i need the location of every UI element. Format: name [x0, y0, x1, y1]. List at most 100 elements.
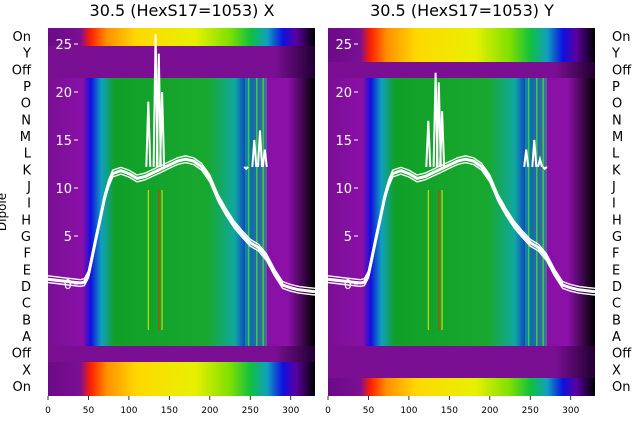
overlay-tick-label: 20 — [335, 86, 352, 101]
overlay-spike — [439, 111, 446, 167]
row-label: H — [21, 213, 31, 228]
row-label: B — [612, 313, 621, 328]
overlay-line — [47, 161, 316, 296]
overlay-tick-label: 25 — [335, 38, 352, 53]
panel-y-title: 30.5 (HexS17=1053) Y — [370, 1, 554, 20]
row-label: Off — [12, 63, 32, 78]
panel-x-off-bottom — [48, 346, 315, 362]
x-tick-label: 200 — [201, 406, 218, 416]
overlay-spike — [243, 166, 249, 171]
row-label: O — [21, 97, 31, 112]
row-label: K — [22, 163, 31, 178]
overlay-spike — [537, 155, 543, 168]
overlay-line — [47, 155, 316, 289]
overlay-tick-label: 10 — [55, 182, 72, 197]
overlay-spike — [251, 139, 258, 167]
overlay-spike — [523, 149, 530, 168]
x-tick-label: 150 — [441, 406, 458, 416]
row-label: J — [611, 180, 616, 195]
panel-y-heatmap — [328, 28, 595, 396]
row-label: Y — [611, 47, 620, 62]
panel-y-overlay — [327, 72, 596, 346]
row-label: Y — [22, 47, 31, 62]
overlay-tick-label: 5 — [64, 230, 72, 245]
x-tick-label: 0 — [325, 406, 331, 416]
overlay-tick-label: 10 — [335, 182, 352, 197]
row-label: A — [22, 330, 31, 345]
row-label: E — [23, 263, 31, 278]
row-label: E — [612, 263, 620, 278]
row-label: F — [612, 247, 619, 262]
overlay-spike — [531, 139, 538, 167]
panel-y-strip-top — [328, 28, 595, 62]
x-tick-label: 300 — [282, 406, 299, 416]
panel-x-strip-top — [48, 28, 315, 46]
panel-x-overlay-ticks: 0 5 10 15 20 25 — [55, 38, 78, 293]
row-label: J — [26, 180, 31, 195]
overlay-tick-label: 20 — [55, 86, 72, 101]
row-label: L — [24, 147, 32, 162]
x-tick-label: 300 — [562, 406, 579, 416]
row-label: X — [22, 363, 31, 378]
panel-x-title: 30.5 (HexS17=1053) X — [90, 1, 275, 20]
overlay-spike — [261, 149, 268, 168]
panel-y-strip-bottom — [328, 378, 595, 396]
overlay-tick-label: 0 — [64, 278, 72, 293]
x-tick-label: 50 — [83, 406, 95, 416]
row-label: On — [612, 380, 630, 395]
panel-x-ylabel: Dipole — [0, 193, 9, 231]
x-tick-label: 100 — [400, 406, 417, 416]
row-label: F — [24, 247, 31, 262]
overlay-line — [327, 161, 596, 296]
row-label: P — [23, 80, 31, 95]
overlay-tick-label: 5 — [344, 230, 352, 245]
x-tick-label: 100 — [120, 406, 137, 416]
x-tick-label: 250 — [522, 406, 539, 416]
panel-x-off-top — [48, 46, 315, 78]
overlay-tick-label: 0 — [344, 278, 352, 293]
panel-y-x-ticks: 0 50 100 150 200 250 300 — [325, 396, 580, 416]
row-label: D — [21, 280, 31, 295]
row-label: G — [21, 230, 31, 245]
row-label: N — [612, 113, 622, 128]
overlay-line — [327, 155, 596, 289]
panel-y-off-bottom — [328, 346, 595, 378]
row-label: M — [612, 130, 623, 145]
row-label: I — [612, 197, 616, 212]
overlay-spike — [257, 130, 263, 167]
x-tick-label: 50 — [363, 406, 375, 416]
row-label: C — [22, 297, 31, 312]
row-label: C — [612, 297, 621, 312]
row-label: K — [612, 163, 621, 178]
row-label: B — [22, 313, 31, 328]
row-label: H — [612, 213, 622, 228]
panel-y-off-top — [328, 62, 595, 78]
row-label: Off — [12, 347, 32, 362]
row-label: On — [612, 30, 630, 45]
x-tick-label: 250 — [242, 406, 259, 416]
x-tick-label: 200 — [481, 406, 498, 416]
row-label: N — [21, 113, 31, 128]
row-label: Off — [612, 347, 632, 362]
row-label: O — [612, 97, 622, 112]
row-label: M — [20, 130, 31, 145]
row-label: G — [612, 230, 622, 245]
panel-x-strip-bottom — [48, 362, 315, 396]
overlay-tick-label: 15 — [335, 134, 352, 149]
row-label: A — [612, 330, 621, 345]
overlay-spike — [145, 101, 152, 167]
overlay-spike — [159, 91, 166, 167]
overlay-spike — [425, 120, 432, 167]
row-label: On — [13, 380, 31, 395]
panel-y-overlay-ticks: 0 5 10 15 20 25 — [335, 38, 358, 293]
row-label: On — [13, 30, 31, 45]
x-tick-label: 0 — [45, 406, 51, 416]
panel-x-x-ticks: 0 50 100 150 200 250 300 — [45, 396, 300, 416]
row-label: L — [612, 147, 620, 162]
row-label: P — [612, 80, 620, 95]
